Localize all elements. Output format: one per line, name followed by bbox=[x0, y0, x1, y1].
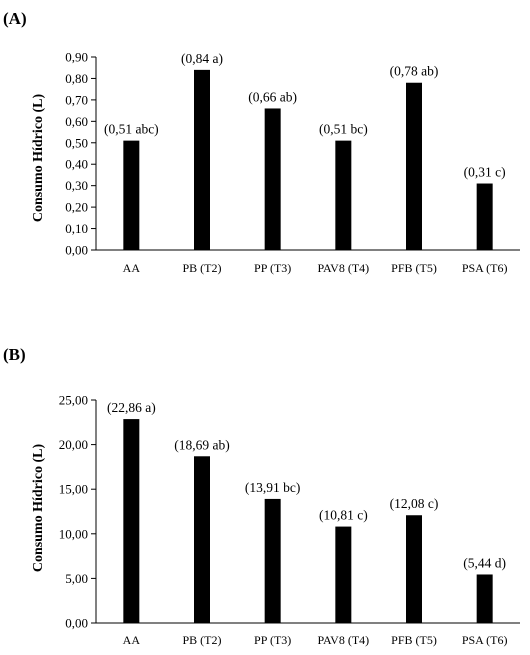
bar bbox=[335, 140, 352, 250]
data-label: (12,08 c) bbox=[390, 496, 439, 511]
x-category-label: PSA (T6) bbox=[462, 261, 508, 275]
bar bbox=[194, 456, 210, 623]
y-tick-label: 5,00 bbox=[65, 571, 88, 586]
y-axis-label: Consumo Hídrico (L) bbox=[31, 93, 46, 222]
y-axis-label: Consumo Hídrico (L) bbox=[31, 443, 46, 572]
data-label: (0,66 ab) bbox=[248, 89, 297, 104]
x-category-label: PB (T2) bbox=[183, 633, 222, 647]
data-label: (0,51 bc) bbox=[319, 122, 368, 137]
data-label: (5,44 d) bbox=[463, 555, 506, 570]
panel-label: (B) bbox=[3, 345, 26, 364]
x-category-label: AA bbox=[123, 633, 141, 647]
y-tick-label: 0,10 bbox=[65, 221, 88, 236]
y-tick-label: 10,00 bbox=[59, 526, 88, 541]
chart-panel-b: (B) Consumo Hídrico (L) 0,00 5,00 10,00 15,… bbox=[3, 345, 520, 647]
data-label: (0,51 abc) bbox=[104, 122, 159, 137]
bar bbox=[194, 69, 210, 250]
bar bbox=[335, 526, 352, 623]
x-category-label: PAV8 (T4) bbox=[317, 261, 369, 275]
panel-label: (A) bbox=[3, 9, 27, 28]
y-tick-label: 0,80 bbox=[65, 71, 88, 86]
x-category-label: AA bbox=[123, 261, 141, 275]
x-category-label: PP (T3) bbox=[254, 633, 291, 647]
bar bbox=[406, 82, 422, 250]
bar bbox=[476, 183, 493, 250]
chart-panel-a: (A) Consumo Hídrico (L) 0,00 0,10 0,20 0,30… bbox=[3, 9, 520, 275]
data-label: (13,91 bc) bbox=[245, 480, 300, 495]
data-label: (22,86 a) bbox=[107, 400, 156, 415]
x-category-label: PFB (T5) bbox=[391, 633, 437, 647]
data-label: (0,84 a) bbox=[181, 51, 223, 66]
x-category-label: PAV8 (T4) bbox=[317, 633, 369, 647]
bar bbox=[406, 515, 422, 623]
data-label: (0,31 c) bbox=[464, 165, 506, 180]
y-tick-label: 25,00 bbox=[59, 393, 88, 408]
x-category-label: PFB (T5) bbox=[391, 261, 437, 275]
bar bbox=[264, 108, 281, 250]
y-tick-label: 20,00 bbox=[59, 437, 88, 452]
bar bbox=[476, 574, 493, 623]
x-category-label: PB (T2) bbox=[183, 261, 222, 275]
y-tick-label: 0,90 bbox=[65, 50, 88, 65]
data-label: (18,69 ab) bbox=[174, 437, 229, 452]
y-tick-label: 0,00 bbox=[65, 243, 88, 258]
y-tick-label: 0,40 bbox=[65, 157, 88, 172]
y-tick-label: 0,60 bbox=[65, 114, 88, 129]
y-tick-label: 0,70 bbox=[65, 92, 88, 107]
bar bbox=[123, 140, 140, 250]
y-tick-label: 15,00 bbox=[59, 482, 88, 497]
data-label: (0,78 ab) bbox=[390, 64, 439, 79]
bar bbox=[123, 419, 140, 623]
data-label: (10,81 c) bbox=[319, 508, 368, 523]
y-tick-label: 0,20 bbox=[65, 200, 88, 215]
y-tick-label: 0,00 bbox=[65, 616, 88, 631]
bar bbox=[264, 498, 281, 623]
x-category-label: PSA (T6) bbox=[462, 633, 508, 647]
y-tick-label: 0,30 bbox=[65, 178, 88, 193]
x-category-label: PP (T3) bbox=[254, 261, 291, 275]
y-tick-label: 0,50 bbox=[65, 135, 88, 150]
